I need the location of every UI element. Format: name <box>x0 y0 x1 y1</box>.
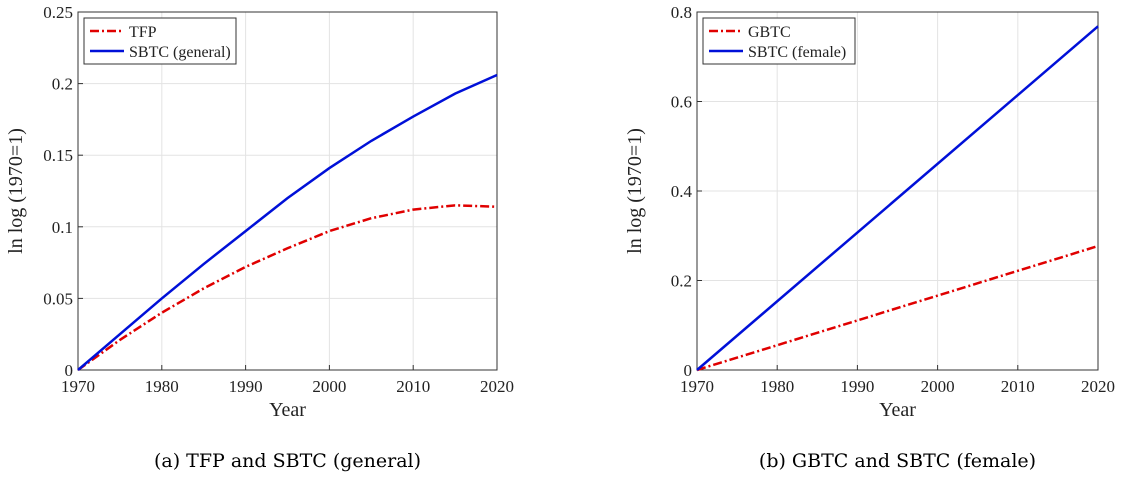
chart: 0 0.05 0.1 0.15 0.2 0.25 1970 1980 1990 2000 2010 2… <box>5 3 514 472</box>
x-tick-label: 1990 <box>229 377 263 396</box>
x-tick-label: 1990 <box>840 377 874 396</box>
legend-label: SBTC (general) <box>129 44 231 61</box>
legend-box <box>702 17 856 65</box>
y-tick-label: 0.1 <box>52 218 73 237</box>
axes-frame <box>696 11 1099 371</box>
y-tick-label: 0.15 <box>43 146 73 165</box>
y-tick-label: 0 <box>65 361 74 380</box>
caption: (b) GBTC and SBTC (female) <box>759 450 1036 472</box>
x-axis-label: Year <box>879 399 916 421</box>
legend: GBTC SBTC (female) <box>702 17 856 65</box>
x-axis-label: Year <box>269 399 306 421</box>
legend-label: GBTC <box>748 24 791 41</box>
series-line <box>696 244 1099 372</box>
y-tick-label: 0.6 <box>671 93 692 112</box>
caption: (a) TFP and SBTC (general) <box>154 450 421 472</box>
legend-box <box>83 17 237 65</box>
x-tick-label: 2000 <box>312 377 346 396</box>
y-tick-label: 0.2 <box>52 75 73 94</box>
x-tick-label: 2000 <box>921 377 955 396</box>
legend-label: SBTC (female) <box>748 44 846 61</box>
chart: 0 0.2 0.4 0.6 0.8 1970 1980 1990 2000 2010 2020 Yea… <box>624 3 1115 472</box>
y-tick-label: 0.2 <box>671 272 692 291</box>
y-tick-label: 0.8 <box>671 3 692 22</box>
x-tick-label: 2020 <box>480 377 514 396</box>
y-axis-label: ln log (1970=1) <box>5 128 27 254</box>
x-tick-label: 2010 <box>396 377 430 396</box>
x-tick-label: 1980 <box>145 377 179 396</box>
series-line <box>77 204 498 372</box>
x-tick-label: 2010 <box>1001 377 1035 396</box>
series-line <box>77 73 498 371</box>
y-tick-label: 0.4 <box>671 182 693 201</box>
x-tick-label: 2020 <box>1081 377 1115 396</box>
y-tick-label: 0.25 <box>43 3 73 22</box>
x-tick-label: 1980 <box>760 377 794 396</box>
series-line <box>696 25 1099 371</box>
y-tick-label: 0 <box>684 361 693 380</box>
y-axis-label: ln log (1970=1) <box>624 128 646 254</box>
y-tick-label: 0.05 <box>43 289 73 308</box>
legend: TFP SBTC (general) <box>83 17 237 65</box>
legend-label: TFP <box>129 24 157 41</box>
axes-frame <box>77 11 498 371</box>
x-tick-label: 1970 <box>61 377 95 396</box>
x-tick-label: 1970 <box>680 377 714 396</box>
